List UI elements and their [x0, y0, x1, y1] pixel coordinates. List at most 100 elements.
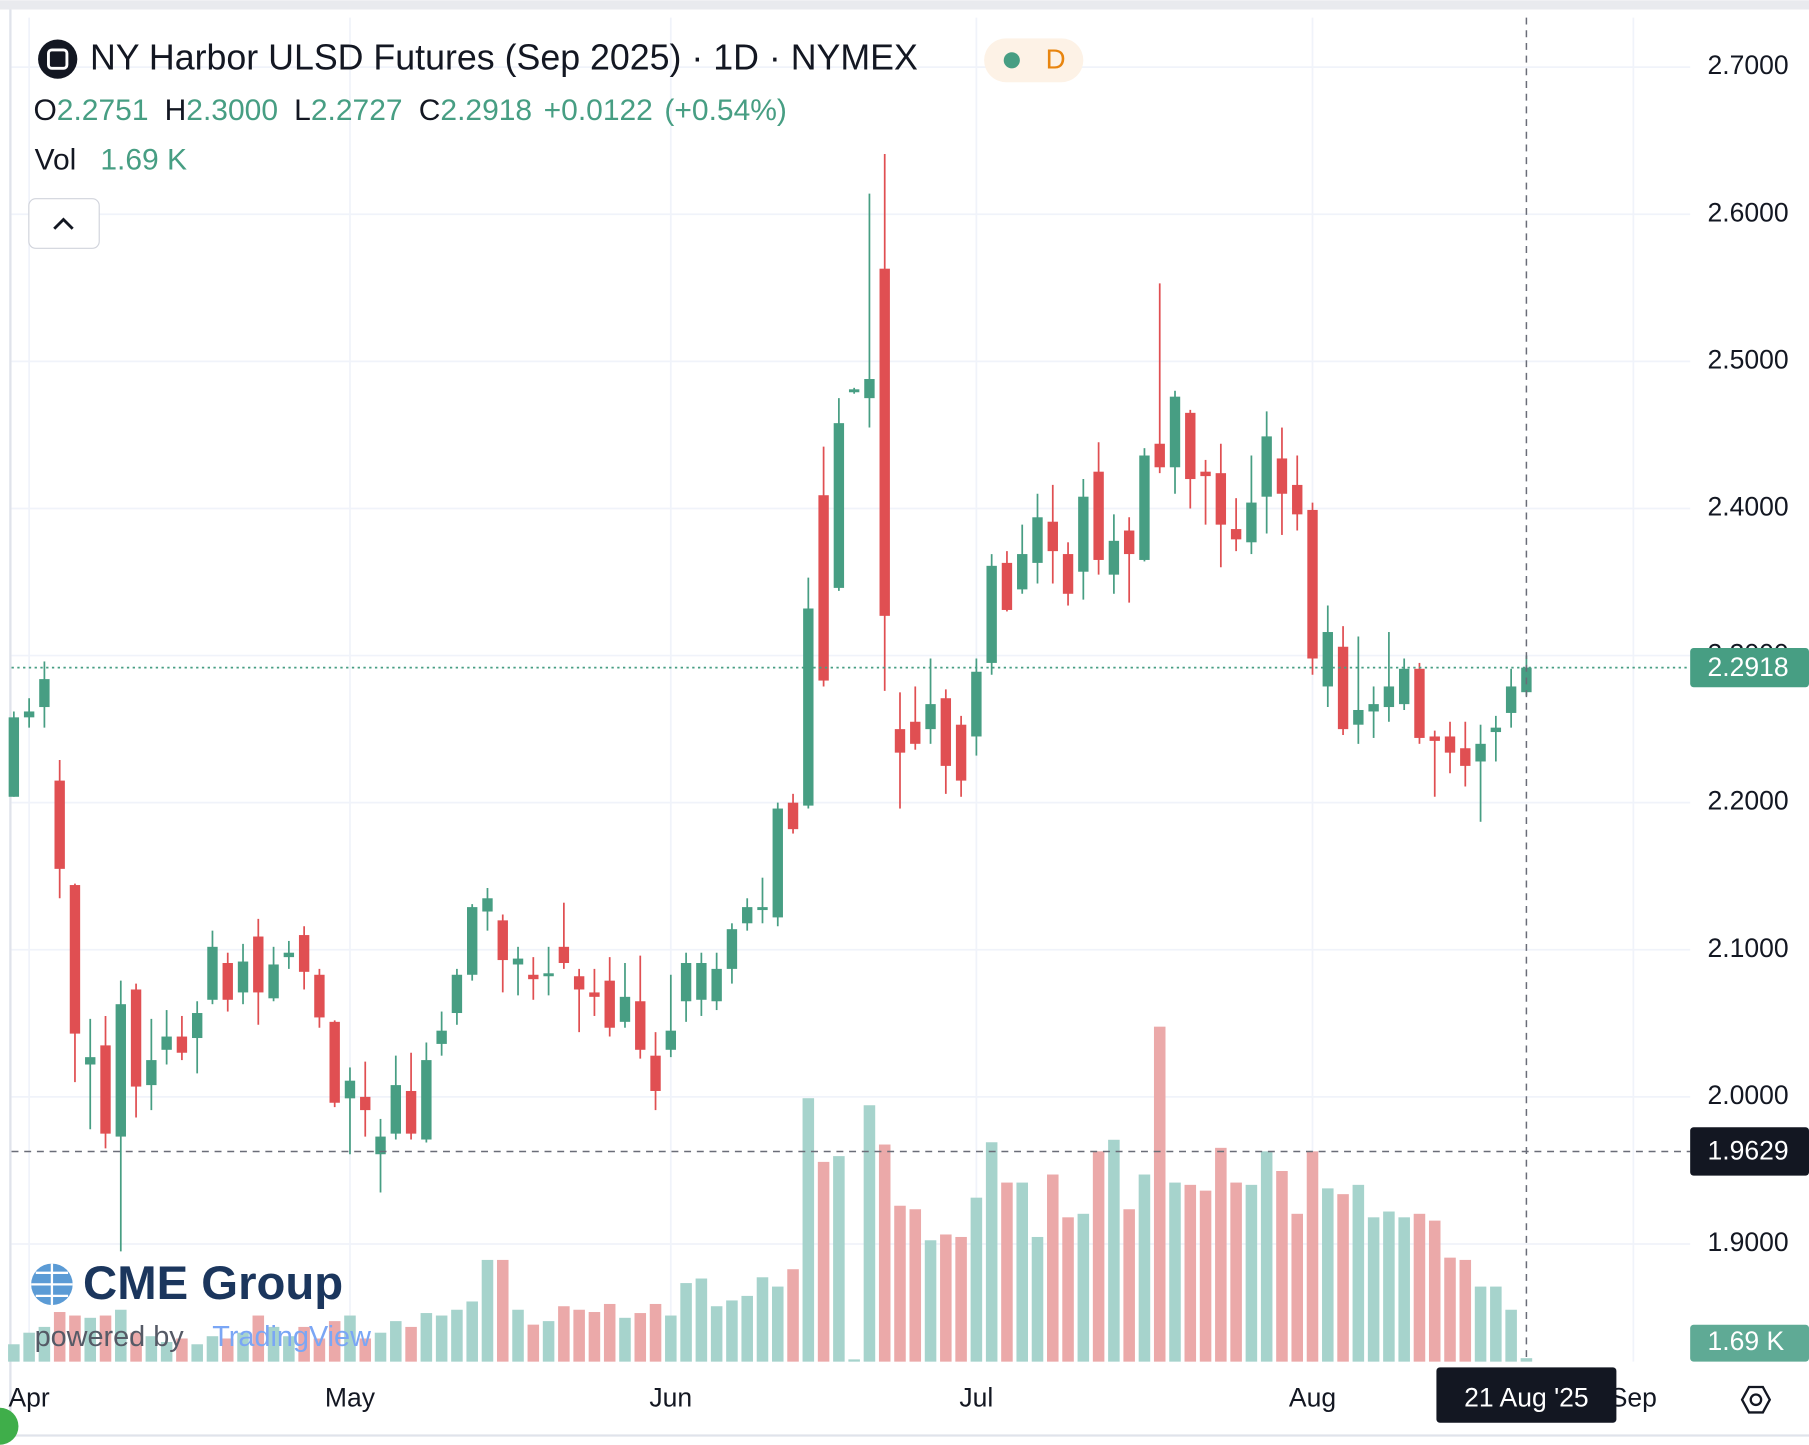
status-badge	[984, 38, 1084, 83]
candle-body	[1017, 554, 1028, 590]
candle-body	[329, 1021, 340, 1103]
candle-body	[604, 980, 615, 1028]
volume-bar	[1184, 1184, 1197, 1362]
candle-body	[69, 885, 81, 1034]
chart-title: NY Harbor ULSD Futures (Sep 2025) · 1D ·…	[90, 38, 918, 78]
candle-body	[467, 907, 478, 975]
volume-bar	[130, 1332, 142, 1362]
volume-bar	[833, 1156, 845, 1362]
powered-brand: TradingView	[212, 1321, 371, 1353]
volume-bar	[619, 1317, 631, 1362]
candle-body	[894, 729, 906, 753]
candle-body	[1505, 686, 1517, 713]
volume-bar	[8, 1344, 20, 1362]
volume-badge-label: 1.69 K	[1707, 1326, 1784, 1356]
volume-bar	[726, 1300, 738, 1362]
ohlc-key: L	[294, 94, 311, 127]
candle-body	[1368, 704, 1379, 712]
candle-body	[1123, 530, 1135, 555]
candle-body	[1307, 509, 1318, 659]
collapse-button[interactable]	[28, 198, 100, 249]
candle-body	[818, 495, 829, 681]
last-price-badge	[1690, 648, 1809, 688]
volume-bar	[435, 1315, 448, 1362]
volume-bar	[328, 1321, 341, 1362]
volume-bar	[1352, 1184, 1365, 1362]
candle-body	[1398, 668, 1410, 705]
volume-bar	[1276, 1170, 1288, 1362]
volume-bar	[496, 1259, 509, 1362]
overlay: 1.9000 2.0000 2.1000 2.2000 2.3000 2.4000 2.50…	[8, 17, 1809, 1423]
volume-bar	[985, 1142, 998, 1362]
volume-bar	[405, 1326, 417, 1362]
candle-body	[589, 992, 600, 997]
candle-body	[390, 1085, 401, 1134]
candle-body	[512, 958, 524, 965]
candle-body	[696, 963, 707, 1000]
candle-body	[757, 907, 768, 911]
volume-bar	[344, 1315, 356, 1362]
volume-bar	[221, 1338, 234, 1362]
candle-body	[451, 974, 463, 1014]
volume-bar	[1306, 1151, 1319, 1362]
candle-body	[176, 1036, 188, 1053]
candle-body	[910, 721, 921, 744]
volume-bar	[1383, 1211, 1395, 1362]
volume-bar	[1169, 1182, 1181, 1362]
candle-body	[986, 565, 997, 663]
volume-bar	[466, 1301, 478, 1362]
powered-by: powered by	[35, 1321, 185, 1353]
volume-bar	[1322, 1188, 1334, 1362]
candle-body	[1490, 727, 1502, 733]
volume-bar	[374, 1332, 387, 1362]
candle-body	[711, 968, 722, 1002]
volume-bar	[817, 1161, 830, 1362]
candle-body	[85, 1057, 96, 1065]
volume-bar	[924, 1240, 937, 1362]
volume-bar	[588, 1312, 601, 1362]
volume-bar	[206, 1336, 219, 1362]
candle-body	[1139, 455, 1150, 560]
volume-bar	[252, 1315, 265, 1362]
candle-body	[1093, 471, 1104, 560]
y-tick-label: 2.6000	[1707, 197, 1788, 227]
ohlc-key: C	[419, 94, 441, 127]
volume-bar	[176, 1338, 188, 1362]
candle-body	[573, 976, 585, 990]
candle-body	[344, 1080, 356, 1099]
candle-body	[1353, 709, 1364, 725]
volume-bar	[1215, 1147, 1227, 1362]
candle-body	[115, 1004, 126, 1137]
candle-body	[1032, 517, 1043, 563]
volume-bar	[527, 1324, 540, 1362]
volume-bar	[878, 1144, 891, 1362]
settings-icon[interactable]	[1740, 1385, 1772, 1414]
volume-bar	[1367, 1217, 1380, 1362]
ohlc-key: O	[33, 94, 56, 127]
volume-bar	[1505, 1309, 1517, 1362]
candle-body	[1078, 496, 1089, 572]
volume-bar	[390, 1321, 402, 1362]
volume-bar	[558, 1306, 570, 1362]
logo-globe-lines	[31, 1263, 73, 1306]
volume-bar	[1398, 1217, 1410, 1362]
candle-body	[772, 808, 783, 918]
volume-bar	[787, 1269, 799, 1362]
candle-body	[1292, 484, 1303, 515]
volume-bar	[23, 1332, 35, 1362]
interval-badge: D	[1046, 44, 1066, 75]
volume-bar	[970, 1197, 983, 1362]
x-tick-label: Jun	[649, 1383, 692, 1413]
volume-bar	[99, 1315, 112, 1362]
volume-bar	[481, 1259, 494, 1362]
volume-bar	[237, 1332, 249, 1362]
volume-bar	[1123, 1209, 1135, 1362]
volume-bar	[115, 1309, 127, 1362]
candle-body	[1414, 668, 1425, 738]
y-tick-label: 2.5000	[1707, 344, 1788, 374]
volume-bar	[1138, 1174, 1151, 1362]
volume-bar	[1047, 1174, 1059, 1362]
volume-bar	[38, 1326, 51, 1362]
candle-body	[360, 1096, 371, 1111]
candle-body	[680, 963, 692, 1002]
